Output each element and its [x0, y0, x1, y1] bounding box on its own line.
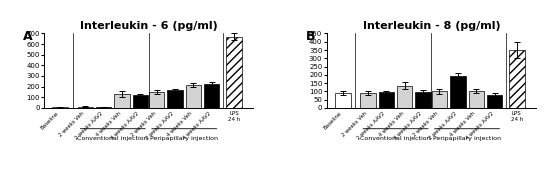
Bar	[53, 107, 68, 108]
Bar	[360, 93, 376, 108]
Text: Baseline: Baseline	[323, 111, 343, 131]
Text: 2 weeks AAV2: 2 weeks AAV2	[428, 111, 458, 141]
Text: 4 weeks Veh: 4 weeks Veh	[95, 111, 122, 138]
Text: 2 weeks Veh: 2 weeks Veh	[130, 111, 156, 138]
Bar	[468, 91, 484, 108]
Bar	[78, 107, 93, 108]
Bar	[416, 92, 431, 108]
Title: Interleukin - 6 (pg/ml): Interleukin - 6 (pg/ml)	[80, 21, 217, 31]
Text: 4 weeks AAV2: 4 weeks AAV2	[393, 111, 423, 141]
Text: 4 weeks AAV2: 4 weeks AAV2	[182, 111, 212, 141]
Text: Baseline: Baseline	[40, 111, 60, 131]
Text: 2 weeks AAV2: 2 weeks AAV2	[357, 111, 386, 141]
Text: LPS
24 h: LPS 24 h	[511, 111, 523, 122]
Bar	[114, 94, 130, 108]
Text: B: B	[306, 30, 315, 43]
Text: 2 weeks Veh: 2 weeks Veh	[412, 111, 439, 138]
Text: Conventional injection: Conventional injection	[360, 136, 431, 141]
Bar	[149, 92, 164, 108]
Bar	[379, 92, 394, 108]
Bar	[204, 84, 219, 108]
Text: 4 weeks Veh: 4 weeks Veh	[378, 111, 405, 138]
Bar	[167, 90, 183, 108]
Text: Conventional injection: Conventional injection	[78, 136, 148, 141]
Bar	[397, 86, 412, 108]
Bar	[335, 93, 351, 108]
Text: Peripapillary injection: Peripapillary injection	[150, 136, 218, 141]
Text: LPS
24 h: LPS 24 h	[228, 111, 240, 122]
Bar	[133, 95, 148, 108]
Text: 4 weeks AAV2: 4 weeks AAV2	[110, 111, 141, 141]
Text: 4 weeks Veh: 4 weeks Veh	[166, 111, 194, 138]
Text: 2 weeks AAV2: 2 weeks AAV2	[145, 111, 175, 141]
Bar	[226, 37, 242, 108]
Title: Interleukin - 8 (pg/ml): Interleukin - 8 (pg/ml)	[363, 21, 500, 31]
Text: 4 weeks AAV2: 4 weeks AAV2	[465, 111, 494, 141]
Text: Peripapillary injection: Peripapillary injection	[433, 136, 501, 141]
Bar	[432, 91, 447, 108]
Bar	[450, 76, 465, 108]
Text: A: A	[23, 30, 32, 43]
Bar	[96, 107, 112, 108]
Text: 2 weeks Veh: 2 weeks Veh	[341, 111, 368, 138]
Text: 2 weeks Veh: 2 weeks Veh	[59, 111, 85, 138]
Bar	[487, 95, 502, 108]
Text: 4 weeks Veh: 4 weeks Veh	[449, 111, 476, 138]
Text: 2 weeks AAV2: 2 weeks AAV2	[74, 111, 103, 141]
Bar	[185, 85, 201, 108]
Bar	[509, 50, 525, 108]
